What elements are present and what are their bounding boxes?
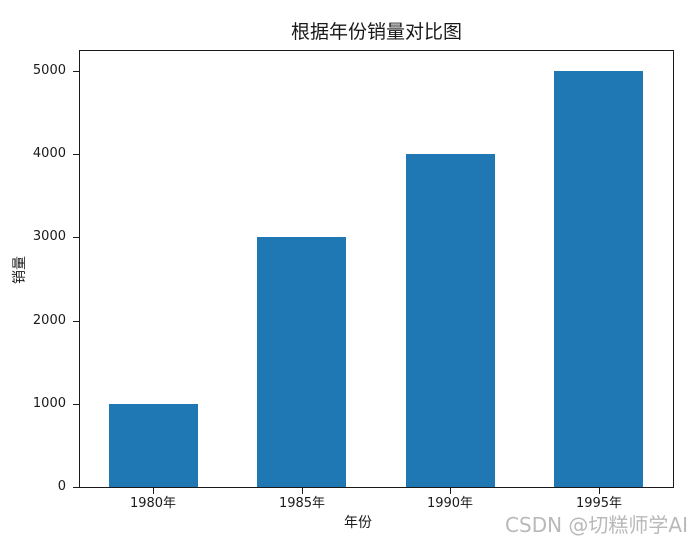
x-tick-label: 1995年 <box>575 496 623 511</box>
x-tick-mark <box>302 488 303 494</box>
y-tick-mark <box>73 237 79 238</box>
y-tick-label: 4000 <box>32 146 66 161</box>
x-tick-mark <box>153 488 154 494</box>
y-tick-mark <box>73 404 79 405</box>
watermark: CSDN @切糕师学AI <box>505 513 688 537</box>
x-tick-mark <box>599 488 600 494</box>
bar-1980年 <box>108 403 198 487</box>
y-tick-label: 5000 <box>32 63 66 78</box>
bar-1995年 <box>554 70 644 487</box>
y-tick-label: 2000 <box>32 313 66 328</box>
bar-1985年 <box>257 237 347 487</box>
bar-1990年 <box>405 154 495 487</box>
y-tick-mark <box>73 487 79 488</box>
y-tick-label: 3000 <box>32 229 66 244</box>
y-tick-mark <box>73 71 79 72</box>
chart-title: 根据年份销量对比图 <box>290 21 462 43</box>
x-tick-label: 1985年 <box>278 496 326 511</box>
y-tick-mark <box>73 154 79 155</box>
x-tick-mark <box>450 488 451 494</box>
x-axis-label: 年份 <box>344 515 372 531</box>
y-tick-label: 0 <box>57 479 66 494</box>
y-tick-label: 1000 <box>32 396 66 411</box>
y-tick-mark <box>73 321 79 322</box>
x-tick-label: 1980年 <box>129 496 177 511</box>
y-axis-label: 销量 <box>12 256 28 284</box>
x-tick-label: 1990年 <box>426 496 474 511</box>
